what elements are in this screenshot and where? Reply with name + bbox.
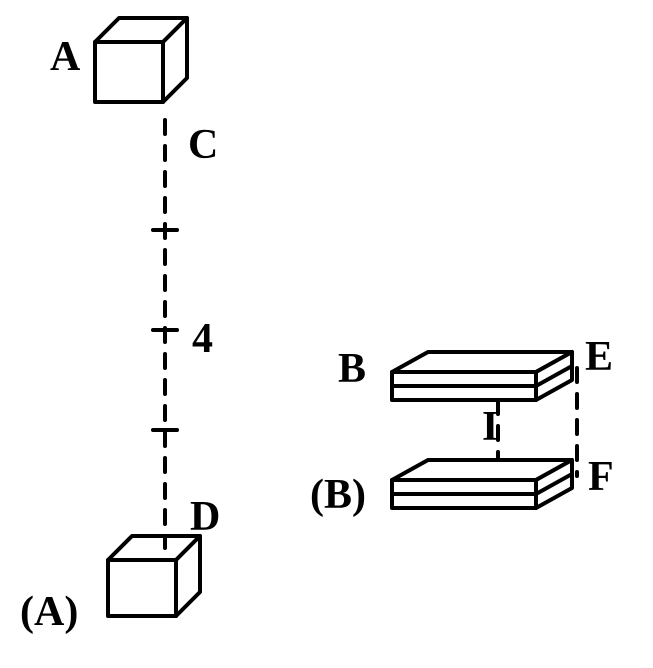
label-A-paren: (A) [20,589,78,635]
label-A: A [50,34,81,80]
label-B-paren: (B) [310,472,366,518]
label-B: B [338,346,366,392]
label-F: F [588,454,614,500]
label-I: I [482,404,498,450]
label-C: C [188,122,218,168]
label-4: 4 [192,316,213,362]
label-E: E [585,334,613,380]
label-D: D [190,494,220,540]
diagram-canvas: A C 4 D (A) B E F (B) I [0,0,653,668]
